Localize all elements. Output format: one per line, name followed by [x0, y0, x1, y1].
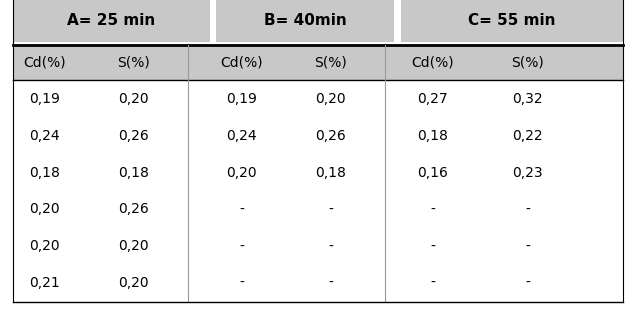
Text: 0,20: 0,20 [315, 92, 346, 106]
Text: S(%): S(%) [117, 56, 150, 70]
Text: -: - [239, 239, 244, 253]
Text: 0,20: 0,20 [118, 92, 149, 106]
Text: 0,18: 0,18 [118, 166, 149, 179]
Text: 0,26: 0,26 [118, 129, 149, 143]
FancyBboxPatch shape [401, 0, 623, 42]
Text: Cd(%): Cd(%) [411, 56, 454, 70]
Text: 0,20: 0,20 [29, 239, 60, 253]
Text: 0,22: 0,22 [513, 129, 543, 143]
Text: 0,26: 0,26 [118, 203, 149, 216]
Text: 0,24: 0,24 [29, 129, 60, 143]
Text: -: - [525, 239, 530, 253]
Text: -: - [328, 203, 333, 216]
FancyBboxPatch shape [13, 45, 623, 80]
Text: 0,20: 0,20 [118, 239, 149, 253]
Text: 0,20: 0,20 [226, 166, 257, 179]
Text: 0,23: 0,23 [513, 166, 543, 179]
Text: C= 55 min: C= 55 min [468, 13, 556, 28]
Text: -: - [328, 276, 333, 290]
Text: 0,19: 0,19 [226, 92, 257, 106]
Text: 0,20: 0,20 [29, 203, 60, 216]
Text: Cd(%): Cd(%) [23, 56, 66, 70]
Text: -: - [430, 203, 435, 216]
Text: 0,24: 0,24 [226, 129, 257, 143]
Text: 0,27: 0,27 [417, 92, 448, 106]
Text: S(%): S(%) [314, 56, 347, 70]
Text: 0,20: 0,20 [118, 276, 149, 290]
FancyBboxPatch shape [13, 0, 210, 42]
Text: 0,26: 0,26 [315, 129, 346, 143]
Text: -: - [525, 203, 530, 216]
FancyBboxPatch shape [216, 0, 394, 42]
Text: 0,16: 0,16 [417, 166, 448, 179]
Text: Cd(%): Cd(%) [220, 56, 263, 70]
Text: -: - [328, 239, 333, 253]
Text: 0,32: 0,32 [513, 92, 543, 106]
Text: -: - [430, 239, 435, 253]
Text: -: - [525, 276, 530, 290]
Text: 0,21: 0,21 [29, 276, 60, 290]
Text: S(%): S(%) [511, 56, 544, 70]
Text: -: - [239, 276, 244, 290]
Text: A= 25 min: A= 25 min [67, 13, 155, 28]
Text: 0,18: 0,18 [29, 166, 60, 179]
Text: 0,19: 0,19 [29, 92, 60, 106]
Text: -: - [430, 276, 435, 290]
Text: -: - [239, 203, 244, 216]
Text: 0,18: 0,18 [315, 166, 346, 179]
Text: 0,18: 0,18 [417, 129, 448, 143]
Text: B= 40min: B= 40min [264, 13, 347, 28]
